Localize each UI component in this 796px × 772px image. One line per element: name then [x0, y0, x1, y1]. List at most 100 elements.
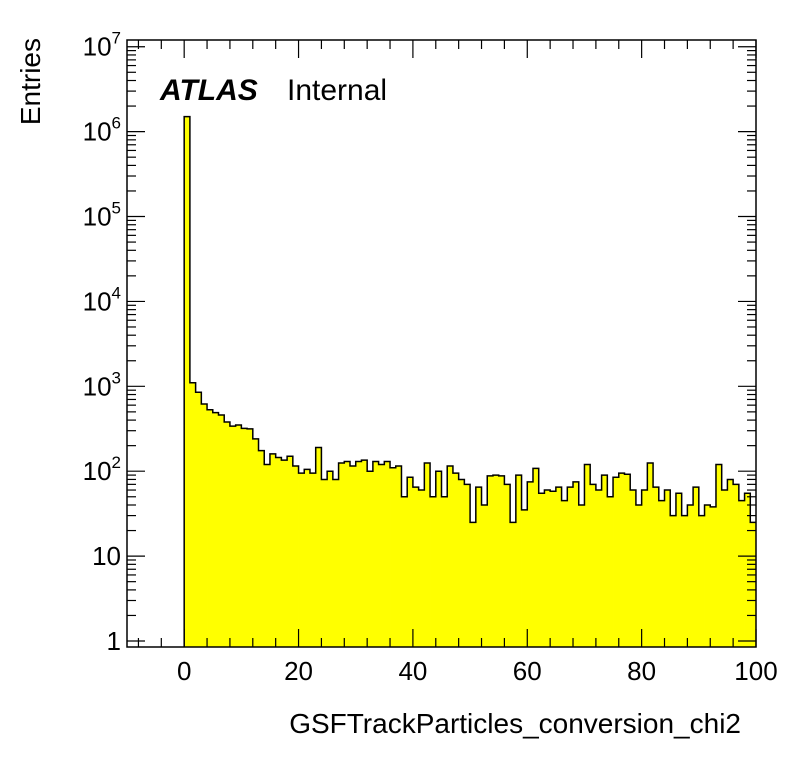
histogram-bar [264, 464, 271, 647]
histogram-bar [201, 403, 208, 647]
histogram-bar [744, 493, 751, 647]
histogram-bar [189, 382, 197, 647]
histogram-bar [590, 484, 597, 647]
histogram-bar [195, 392, 202, 647]
histogram-bar [309, 473, 317, 647]
y-tick-exponent: 4 [112, 283, 121, 302]
histogram-bar [532, 468, 540, 647]
y-tick-label: 107 [83, 29, 121, 62]
histogram-bar [595, 490, 603, 647]
histogram-bar [452, 473, 460, 647]
histogram-bar [418, 490, 425, 647]
histogram-bar [658, 500, 665, 647]
y-tick-exponent: 5 [112, 199, 121, 218]
x-tick-label: 40 [398, 656, 427, 686]
y-tick-label: 103 [83, 368, 121, 401]
histogram-bar [601, 475, 608, 647]
experiment-label: ATLAS [159, 74, 258, 107]
y-tick-label: 104 [83, 283, 121, 316]
histogram-bar [407, 477, 414, 647]
histogram-bar [384, 461, 391, 647]
histogram-bar [321, 479, 328, 647]
histogram-bar [693, 487, 700, 647]
histogram-bar [567, 487, 574, 647]
histogram-bar [733, 484, 740, 647]
y-tick-exponent: 6 [112, 114, 121, 133]
histogram-bar [298, 473, 305, 647]
histogram-bar [367, 471, 374, 647]
x-tick-label: 100 [734, 656, 777, 686]
histogram-bar [481, 504, 488, 647]
histogram-bar [555, 487, 562, 647]
histogram-bar [401, 496, 408, 647]
histogram-bar [447, 466, 454, 647]
histogram-bar [281, 460, 288, 647]
x-tick-label: 60 [513, 656, 542, 686]
histogram-bar [412, 487, 420, 647]
histogram-bar [492, 475, 500, 647]
plot-frame [126, 39, 757, 648]
histogram-bar [624, 474, 631, 647]
histogram-bar [378, 464, 385, 647]
x-tick-label: 80 [627, 656, 656, 686]
y-tick-label: 105 [83, 199, 121, 232]
y-tick-base: 10 [83, 32, 112, 62]
histogram-bar [710, 506, 717, 647]
y-tick-label: 106 [83, 114, 121, 147]
histogram-bar [475, 487, 482, 647]
histogram-bar [498, 475, 505, 647]
histogram-bar [538, 493, 545, 647]
histogram-bar [613, 477, 620, 647]
histogram-bar [510, 522, 517, 647]
histogram-bar [424, 462, 431, 647]
histogram-bar [584, 464, 591, 647]
y-tick-base: 10 [83, 202, 112, 232]
histogram-bar [721, 490, 728, 647]
histogram-bar [607, 496, 614, 647]
histogram-bar [618, 473, 625, 647]
y-tick-label: 102 [83, 453, 121, 486]
x-tick-label: 0 [177, 656, 191, 686]
histogram-bar [218, 414, 225, 647]
y-tick-labels: 1 10 102 103 104 105 106 107 [83, 29, 121, 656]
histogram-bars [184, 116, 757, 647]
histogram-bar [332, 479, 339, 647]
histogram-bar [641, 490, 648, 647]
histogram-bar [327, 471, 334, 647]
histogram-bar [395, 466, 402, 647]
status-label: Internal [287, 74, 387, 107]
y-tick-base: 10 [83, 456, 112, 486]
histogram-bar [578, 504, 585, 647]
histogram-bar [252, 438, 259, 647]
histogram-bar [458, 479, 465, 647]
histogram-bar [727, 479, 734, 647]
histogram-bar [361, 460, 368, 647]
y-tick-label: 1 [107, 626, 121, 656]
histogram-bar [430, 496, 437, 647]
histogram-bar [544, 490, 551, 647]
histogram-bar [292, 466, 299, 647]
histogram-bar [515, 475, 522, 647]
histogram-bar [269, 453, 277, 647]
histogram-bar [527, 481, 534, 647]
histogram-bar [630, 490, 637, 647]
histogram-bar [287, 456, 294, 647]
histogram-bar [304, 469, 311, 647]
histogram-bar [653, 487, 660, 647]
y-tick-base: 10 [83, 371, 112, 401]
histogram-bar [275, 457, 282, 647]
histogram-bar [504, 484, 511, 647]
y-tick-base: 10 [83, 117, 112, 147]
histogram-bar [470, 522, 477, 647]
histogram-bar [184, 116, 191, 647]
histogram-outline [183, 115, 756, 647]
histogram-bar [464, 484, 471, 647]
y-tick-base: 1 [107, 626, 121, 656]
histogram-bar [698, 515, 705, 647]
histogram-bar [441, 496, 448, 647]
histogram-bar [681, 515, 688, 647]
histogram-bar [550, 491, 557, 647]
histogram-bar [229, 426, 237, 647]
histogram-bar [241, 428, 248, 647]
x-tick-labels: 0 20 40 60 80 100 [177, 656, 778, 686]
